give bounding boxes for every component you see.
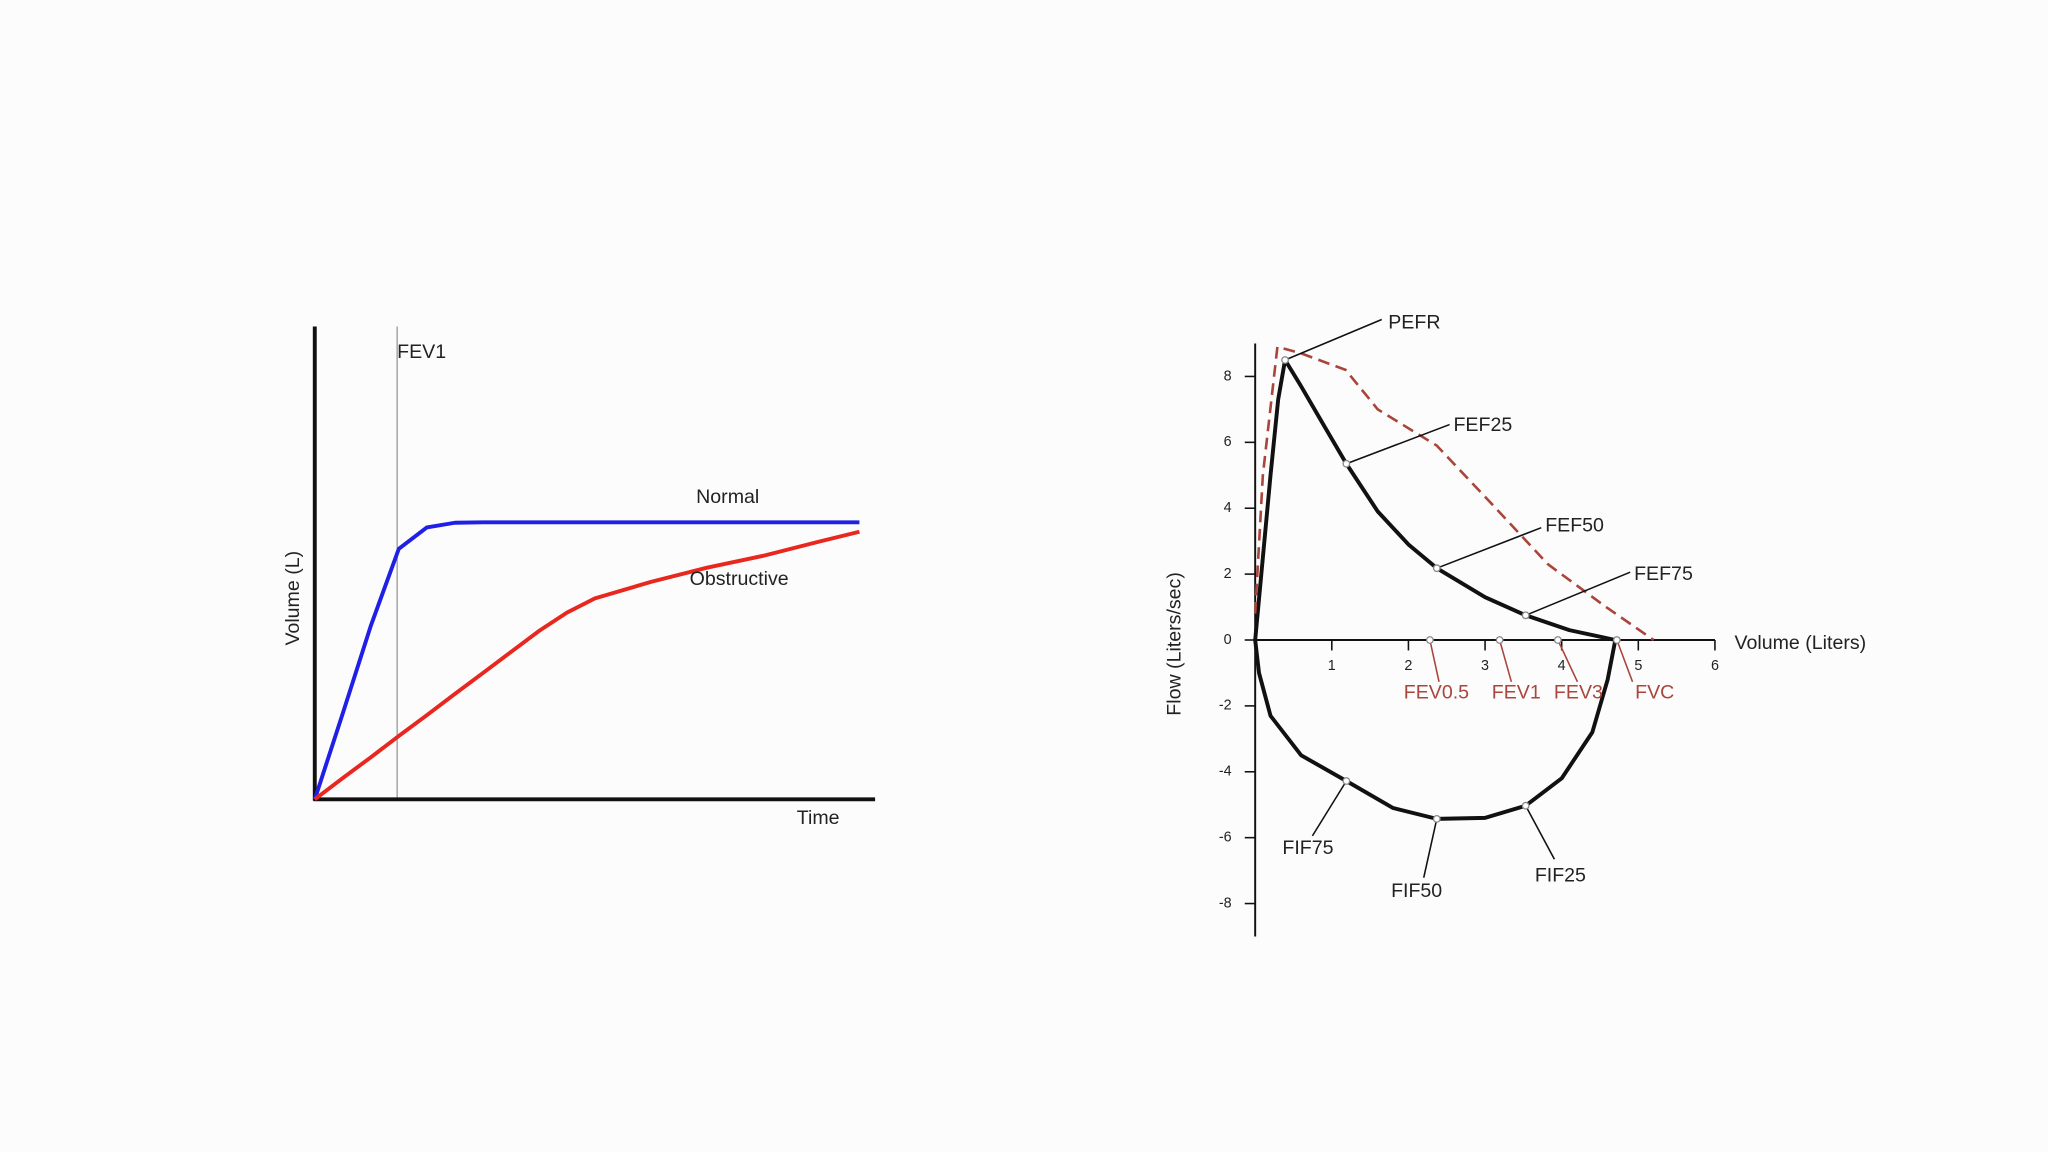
y-tick-label: 6 xyxy=(1224,434,1232,450)
series-line xyxy=(1253,358,1616,642)
leader-line xyxy=(1557,639,1579,683)
x-tick-label: 2 xyxy=(1404,658,1412,674)
annotation-label: FEF25 xyxy=(1453,414,1512,436)
series-line xyxy=(312,520,860,800)
volume-marker xyxy=(1612,636,1621,644)
y-tick-label: 2 xyxy=(1224,566,1232,582)
volume-marker-label: FEV3 xyxy=(1554,682,1603,704)
annotation-point xyxy=(1342,777,1351,785)
x-tick-label: 4 xyxy=(1558,658,1566,674)
leader-line xyxy=(1429,639,1440,682)
series-line xyxy=(313,529,860,801)
annotation-label: FEF75 xyxy=(1634,563,1693,585)
y-tick-label: 8 xyxy=(1224,368,1232,384)
y-tick-label: 0 xyxy=(1224,632,1232,648)
volume-marker-label: FEV1 xyxy=(1492,682,1541,704)
leader-line xyxy=(1524,805,1556,860)
leader-line xyxy=(1311,780,1348,837)
leader-line xyxy=(1284,318,1383,361)
series-line xyxy=(1253,345,1655,642)
y-tick-label: -6 xyxy=(1219,829,1232,845)
annotation-point xyxy=(1521,611,1530,620)
annotation-point xyxy=(1432,564,1441,573)
volume-marker-label: FEV0.5 xyxy=(1404,682,1469,704)
volume-marker-label: FVC xyxy=(1635,682,1674,704)
leader-line xyxy=(1422,818,1438,878)
y-tick-label: -2 xyxy=(1219,698,1232,714)
leader-line xyxy=(1436,526,1542,569)
series-label: Obstructive xyxy=(690,568,789,590)
y-tick-label: -8 xyxy=(1219,895,1232,911)
leader-line xyxy=(1498,639,1513,683)
leader-line xyxy=(1346,423,1450,465)
x-axis-label: Volume (Liters) xyxy=(1735,632,1867,654)
annotation-label: FEF50 xyxy=(1545,515,1604,537)
annotation-label: FIF25 xyxy=(1535,864,1586,886)
x-tick-label: 5 xyxy=(1634,658,1642,674)
annotation-point xyxy=(1521,801,1530,810)
x-tick-label: 6 xyxy=(1711,658,1719,674)
leader-line xyxy=(1525,571,1631,617)
volume-marker xyxy=(1425,636,1434,644)
series-label: Normal xyxy=(696,486,759,508)
y-axis-label: Flow (Liters/sec) xyxy=(1164,572,1186,716)
leader-line xyxy=(1616,639,1634,683)
annotation-label: FEV1 xyxy=(397,341,446,363)
annotation-label: PEFR xyxy=(1388,312,1440,334)
y-tick-label: 4 xyxy=(1224,500,1232,516)
volume-marker xyxy=(1553,636,1562,644)
x-axis-label: Time xyxy=(797,807,840,829)
annotation-point xyxy=(1281,356,1289,364)
x-tick-label: 3 xyxy=(1481,658,1489,674)
y-axis-label: Volume (L) xyxy=(282,551,304,646)
annotation-label: FIF75 xyxy=(1282,837,1333,859)
annotation-point xyxy=(1432,814,1441,823)
y-tick-label: -4 xyxy=(1219,764,1232,780)
annotation-label: FIF50 xyxy=(1391,880,1442,902)
volume-marker xyxy=(1495,636,1504,644)
x-tick-label: 1 xyxy=(1328,658,1336,674)
annotation-point xyxy=(1342,459,1351,468)
